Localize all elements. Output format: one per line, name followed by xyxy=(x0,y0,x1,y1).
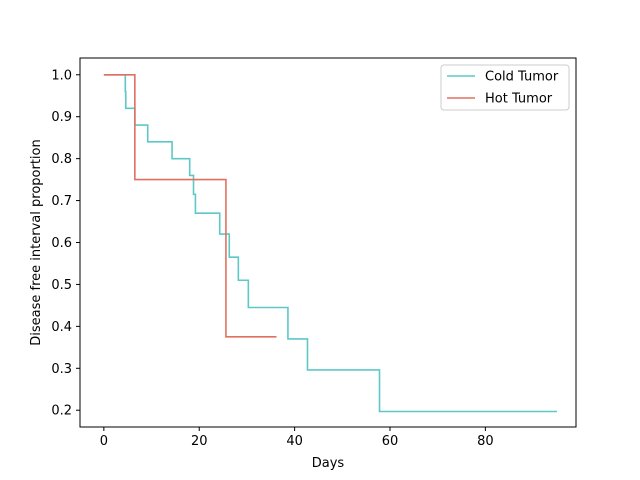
y-tick-label: 0.4 xyxy=(51,320,72,335)
series-line-hot-tumor xyxy=(103,73,277,338)
y-tick-label: 0.7 xyxy=(51,194,72,209)
y-axis-label: Disease free interval proportion xyxy=(29,139,44,345)
y-tick-label: 0.2 xyxy=(51,404,72,419)
series-line-cold-tumor xyxy=(103,73,557,413)
y-tick-label: 1.0 xyxy=(51,68,72,83)
y-tick-label: 0.8 xyxy=(51,152,72,167)
x-tick-label: 60 xyxy=(382,434,399,449)
series-layer xyxy=(103,73,557,413)
x-axis: 0 20 40 60 80 xyxy=(100,427,494,449)
y-tick-label: 0.6 xyxy=(51,236,72,251)
legend-label-hot-tumor: Hot Tumor xyxy=(485,92,553,107)
legend: Cold Tumor Hot Tumor xyxy=(440,64,570,111)
x-tick-label: 80 xyxy=(477,434,494,449)
x-axis-label: Days xyxy=(312,456,345,471)
legend-label-cold-tumor: Cold Tumor xyxy=(485,70,559,85)
x-tick-label: 20 xyxy=(191,434,208,449)
y-axis: 0.2 0.3 0.4 0.5 0.6 0.7 0.8 0.9 1.0 xyxy=(51,68,80,419)
y-tick-label: 0.5 xyxy=(51,278,72,293)
plot-frame xyxy=(79,57,577,428)
y-tick-label: 0.9 xyxy=(51,110,72,125)
y-tick-label: 0.3 xyxy=(51,362,72,377)
x-tick-label: 0 xyxy=(100,434,108,449)
x-tick-label: 40 xyxy=(286,434,303,449)
